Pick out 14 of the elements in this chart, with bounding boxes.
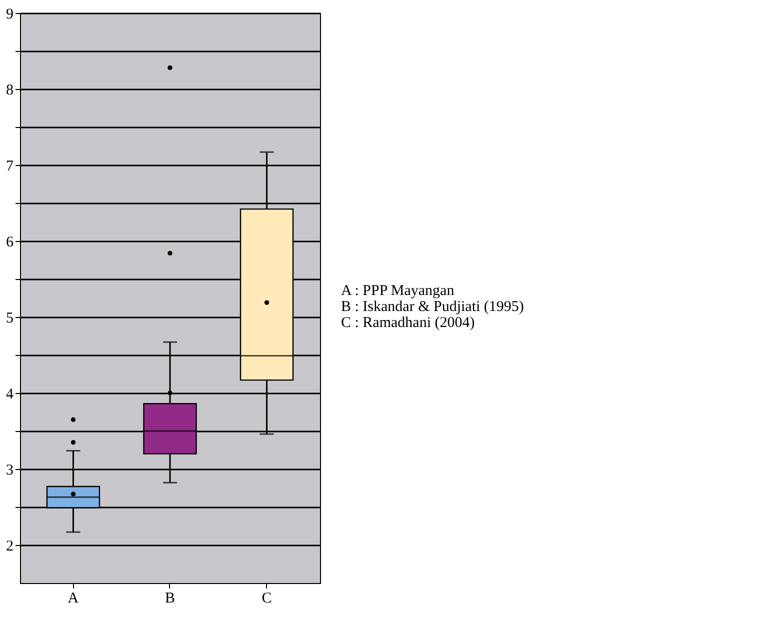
y-tick-label: 6 xyxy=(6,234,14,250)
y-tick-label: 8 xyxy=(6,82,14,98)
text: A : PPP Mayangan xyxy=(341,283,455,300)
x-tick-label: A xyxy=(68,590,79,606)
y-tick-label: 2 xyxy=(6,538,14,554)
text: C : Ramadhani (2004) xyxy=(341,314,475,331)
y-tick-label: 7 xyxy=(6,158,14,174)
x-tick-label: C xyxy=(262,590,272,606)
y-tick-label: 9 xyxy=(6,6,14,22)
y-tick-label: 3 xyxy=(6,462,14,478)
y-tick-label: 4 xyxy=(6,386,14,402)
text: B : Iskandar & Pudjiati (1995) xyxy=(341,298,524,315)
x-tick-label: B xyxy=(164,590,176,606)
y-tick-label: 5 xyxy=(6,310,14,326)
